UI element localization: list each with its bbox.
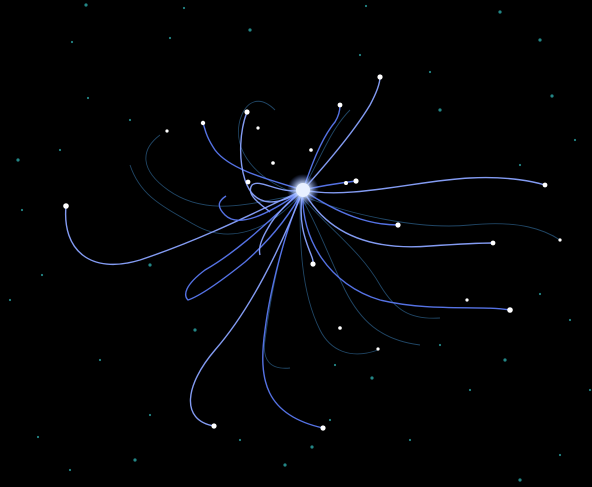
star-dot (36, 435, 40, 439)
star-dot (68, 468, 72, 472)
star-dot (310, 445, 314, 449)
tendril-node (558, 238, 562, 242)
faint-tendril (299, 194, 441, 319)
star-dot (98, 358, 102, 362)
star-dot (538, 38, 542, 42)
faint-tendril (299, 194, 561, 241)
bright-tendril (64, 189, 304, 265)
tendril-node (211, 423, 217, 429)
star-dot (193, 328, 197, 332)
core-node (296, 183, 310, 197)
star-dot (16, 158, 20, 162)
star-dot (238, 438, 242, 442)
star-dot (86, 96, 90, 100)
star-dot (148, 413, 152, 417)
star-dot (20, 208, 24, 212)
star-dot (428, 70, 432, 74)
star-dot (128, 118, 132, 122)
star-dot (168, 36, 172, 40)
bright-tendril (185, 189, 304, 301)
star-dot (8, 298, 12, 302)
star-dot (40, 273, 44, 277)
tendril-node (200, 120, 206, 126)
star-dot (358, 53, 362, 57)
star-dot (364, 4, 368, 8)
star-dot (498, 10, 502, 14)
star-dot (133, 458, 137, 462)
faint-tendril (238, 100, 301, 196)
bright-tendril (302, 189, 494, 248)
tendril-node (353, 178, 359, 184)
bright-tendril (302, 76, 381, 191)
bright-tendril (202, 122, 304, 191)
star-dot (182, 6, 186, 10)
star-dot (550, 94, 554, 98)
star-dot (70, 40, 74, 44)
bright-tendril (302, 189, 511, 311)
star-dot (503, 358, 507, 362)
tendril-node (376, 347, 380, 351)
star-dot (248, 28, 252, 32)
star-dot (438, 108, 442, 112)
bright-tendril (249, 182, 304, 213)
tendril-node (320, 425, 326, 431)
faint-tendril (299, 194, 379, 355)
star-dot (84, 3, 88, 7)
star-dot (328, 418, 332, 422)
tendril-node (244, 109, 250, 115)
tendril-node (395, 222, 401, 228)
bright-tendrils (64, 76, 546, 429)
tendril-node (337, 102, 343, 108)
tendril-node (377, 74, 383, 80)
tendril-node (256, 126, 260, 130)
tendril-node (490, 240, 496, 246)
tendril-node (465, 298, 469, 302)
star-dot (518, 478, 522, 482)
star-dot (148, 263, 152, 267)
star-dot (573, 138, 577, 142)
bright-tendril (239, 111, 304, 203)
tendril-node (344, 181, 348, 185)
background-stars (8, 3, 592, 482)
bright-tendril (302, 176, 546, 194)
tendril-node (338, 326, 342, 330)
bright-tendril (189, 189, 304, 427)
tendril-node (310, 261, 316, 267)
tendril-node (245, 179, 251, 185)
faint-tendril (299, 194, 421, 346)
tendril-node (542, 182, 548, 188)
star-dot (568, 318, 572, 322)
star-dot (518, 163, 522, 167)
star-dot (58, 148, 62, 152)
star-dot (333, 363, 337, 367)
star-dot (558, 453, 562, 457)
star-dot (408, 438, 412, 442)
tendril-node (309, 148, 313, 152)
tendril-node (271, 161, 275, 165)
star-dot (370, 376, 374, 380)
bright-tendril (302, 104, 341, 191)
star-dot (468, 388, 472, 392)
tendril-end-nodes (63, 74, 562, 431)
tendril-node (63, 203, 69, 209)
star-dot (438, 343, 442, 347)
star-dot (588, 388, 592, 392)
tendril-node (165, 129, 169, 133)
faint-tendril (145, 134, 301, 207)
star-dot (283, 463, 287, 467)
tendril-node (507, 307, 513, 313)
bright-tendril (262, 189, 324, 429)
bright-tendril (218, 189, 304, 221)
star-dot (538, 292, 542, 296)
